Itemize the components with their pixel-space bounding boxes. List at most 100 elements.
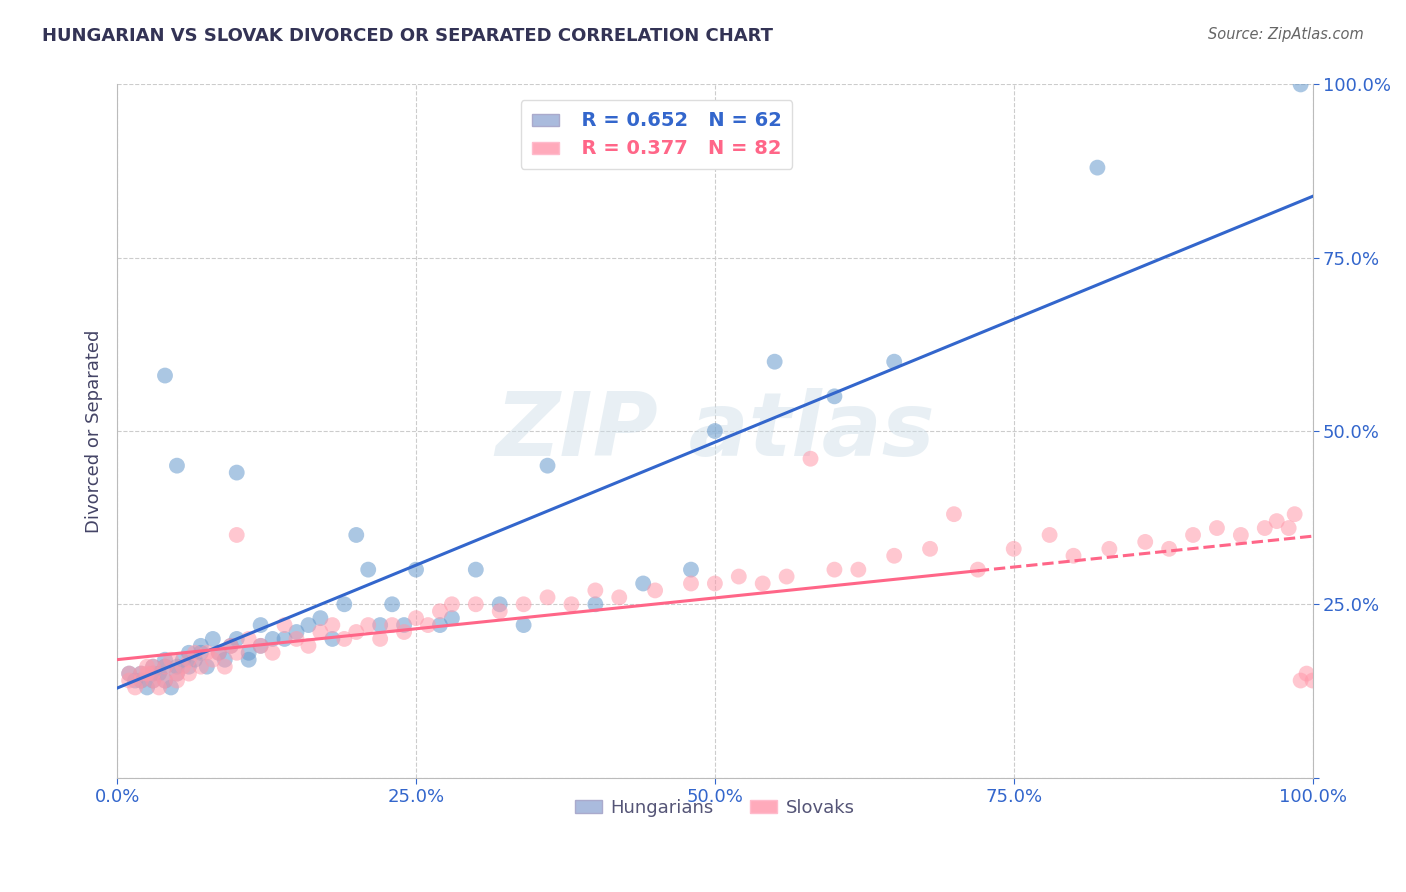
Point (309, 611, 332, 625)
Point (124, 673, 146, 688)
Point (918, 541, 941, 556)
Point (1098, 541, 1121, 556)
Point (249, 618, 271, 632)
Text: HUNGARIAN VS SLOVAK DIVORCED OR SEPARATED CORRELATION CHART: HUNGARIAN VS SLOVAK DIVORCED OR SEPARATE… (42, 27, 773, 45)
Point (429, 604, 451, 618)
Point (966, 563, 988, 577)
Point (142, 673, 165, 688)
Point (129, 666, 152, 681)
Point (1254, 521, 1277, 535)
Point (142, 659, 165, 673)
Point (775, 569, 797, 583)
Point (464, 563, 486, 577)
Point (1278, 521, 1301, 535)
Point (368, 618, 391, 632)
Point (512, 597, 534, 611)
Point (1295, 666, 1317, 681)
Point (184, 653, 207, 667)
Point (249, 639, 271, 653)
Point (225, 632, 247, 646)
Point (405, 563, 427, 577)
Point (1289, 78, 1312, 92)
Point (129, 666, 152, 681)
Point (129, 673, 152, 688)
Point (488, 604, 510, 618)
Point (153, 368, 176, 383)
Point (184, 646, 207, 660)
Point (846, 563, 869, 577)
Point (166, 666, 188, 681)
Point (148, 666, 170, 681)
Point (333, 632, 356, 646)
Point (219, 639, 242, 653)
Point (512, 618, 534, 632)
Point (763, 354, 786, 368)
Point (124, 681, 146, 695)
Point (208, 646, 231, 660)
Point (273, 632, 295, 646)
Text: Source: ZipAtlas.com: Source: ZipAtlas.com (1208, 27, 1364, 42)
Point (464, 597, 486, 611)
Point (631, 576, 654, 591)
Point (172, 659, 194, 673)
Point (238, 632, 260, 646)
Point (751, 576, 773, 591)
Point (136, 681, 159, 695)
Point (238, 653, 260, 667)
Point (703, 424, 725, 438)
Point (142, 659, 165, 673)
Point (172, 653, 194, 667)
Point (1284, 507, 1306, 521)
Point (429, 618, 451, 632)
Point (142, 673, 165, 688)
Point (129, 673, 152, 688)
Point (321, 618, 343, 632)
Point (166, 666, 188, 681)
Point (177, 653, 200, 667)
Point (160, 653, 183, 667)
Point (177, 666, 200, 681)
Point (238, 646, 260, 660)
Point (416, 618, 439, 632)
Point (883, 549, 905, 563)
Point (118, 666, 141, 681)
Point (536, 458, 558, 473)
Point (297, 639, 319, 653)
Point (583, 597, 606, 611)
Point (679, 576, 702, 591)
Point (195, 659, 218, 673)
Point (177, 659, 200, 673)
Point (381, 597, 404, 611)
Point (1230, 528, 1253, 542)
Point (190, 646, 212, 660)
Point (1289, 673, 1312, 688)
Point (190, 659, 212, 673)
Point (153, 659, 176, 673)
Point (727, 569, 749, 583)
Point (177, 646, 200, 660)
Point (368, 632, 391, 646)
Point (1063, 549, 1085, 563)
Point (381, 618, 404, 632)
Point (166, 673, 188, 688)
Point (160, 681, 183, 695)
Point (679, 563, 702, 577)
Point (405, 611, 427, 625)
Point (153, 673, 176, 688)
Point (262, 646, 284, 660)
Point (1002, 541, 1025, 556)
Y-axis label: Divorced or Separated: Divorced or Separated (86, 329, 103, 533)
Point (219, 639, 242, 653)
Point (823, 563, 845, 577)
Point (201, 632, 224, 646)
Point (309, 625, 332, 640)
Point (942, 507, 965, 521)
Point (321, 632, 343, 646)
Point (440, 597, 463, 611)
Point (883, 354, 905, 368)
Point (273, 618, 295, 632)
Point (799, 451, 821, 466)
Point (1159, 541, 1181, 556)
Point (214, 659, 236, 673)
Point (357, 618, 380, 632)
